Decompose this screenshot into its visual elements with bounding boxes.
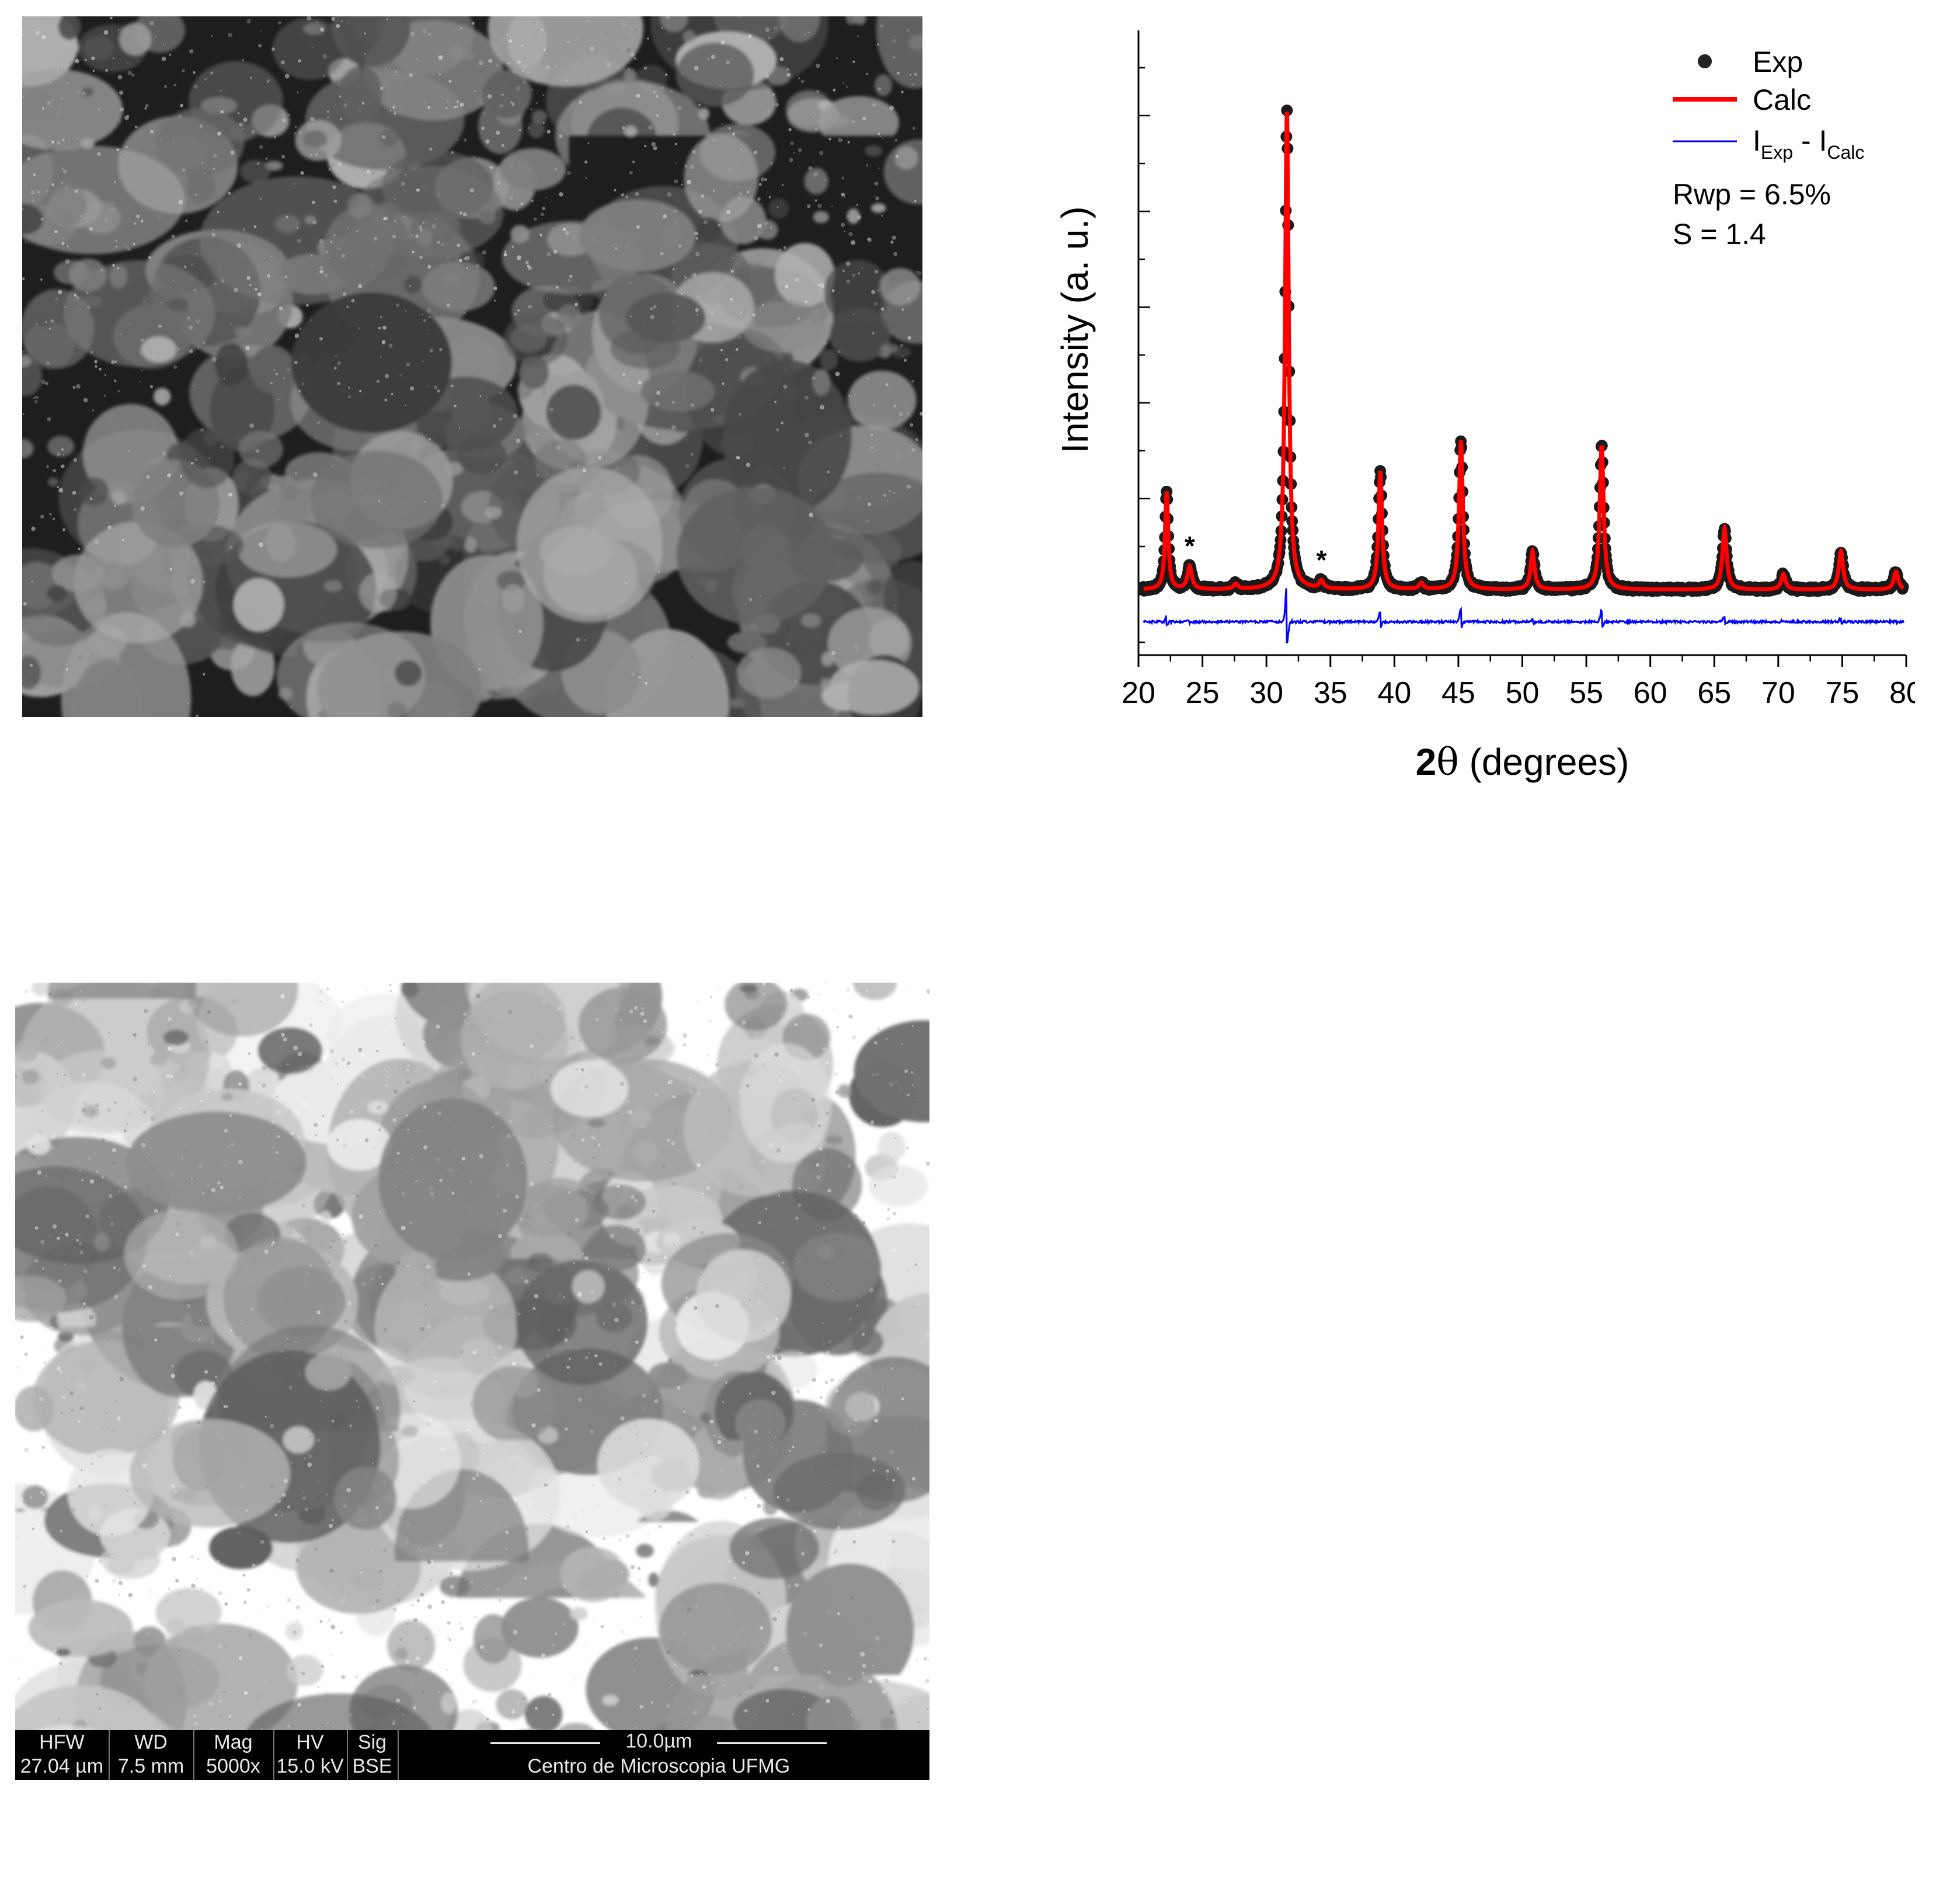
- sem-header-hv: HV: [276, 674, 349, 694]
- x-tick-label: 70: [1761, 676, 1795, 710]
- peak-label: Ba: [1555, 1433, 1597, 1470]
- x-tick-label: 45: [1441, 676, 1475, 710]
- sem-header-mag: Mag: [198, 674, 276, 694]
- x-tick-label: 2: [1277, 1671, 1294, 1705]
- impurity-marker: *: [1185, 531, 1195, 561]
- y-tick-label: 0: [1099, 1636, 1116, 1670]
- scale-bar-label: 10.0µm: [600, 1730, 717, 1753]
- sem-header-hv: HV: [273, 1731, 347, 1754]
- sem-value-mag: 5000x: [193, 1755, 273, 1778]
- x-tick-label: 10: [1892, 1671, 1926, 1705]
- legend-diff: IExp - ICalc: [1753, 124, 1864, 163]
- x-axis-label: 2θ (degrees): [1416, 741, 1629, 784]
- x-tick-label: 30: [1249, 676, 1283, 710]
- sem-image-a: HFW 27.04 µm WD 12.3 mm Mag 5000x HV 15.0 kV Sig…: [22, 16, 922, 717]
- legend-exp-marker: [1698, 54, 1712, 68]
- sem-texture-a: [22, 16, 922, 717]
- peak-label: Cd: [1352, 1487, 1395, 1524]
- y-tick-label: 8: [1099, 1065, 1116, 1099]
- sem-value-hfw: 27.04 µm: [22, 695, 114, 715]
- x-tick-label: 35: [1314, 676, 1347, 710]
- sem-texture-c: [15, 983, 929, 1780]
- sem-value-wd: 7.5 mm: [109, 1755, 194, 1778]
- sem-value-sig: BSE: [347, 1755, 397, 1778]
- x-tick-label: 6: [1589, 1671, 1606, 1705]
- y-tick-label: 2: [1099, 1494, 1116, 1527]
- x-tick-label: 75: [1825, 676, 1859, 710]
- y-tick-label: 4: [1099, 1350, 1116, 1384]
- x-tick-label: 0: [1121, 1671, 1138, 1705]
- peak-label: S: [1298, 1494, 1320, 1531]
- peak-label: Ti; Ba: [1522, 1071, 1613, 1108]
- x-tick-label: 20: [1122, 676, 1155, 710]
- sem-header-hfw: HFW: [15, 1731, 109, 1754]
- legend-rwp: Rwp = 6.5%: [1673, 178, 1831, 211]
- scale-bar-label: 10.0µm: [598, 673, 715, 692]
- sem-info-bar-c: HFW 27.04 µm WD 7.5 mm Mag 5000x HV 15.0 kV Sig B…: [15, 1730, 929, 1780]
- y-axis-label: (cps)1/2: [1020, 1313, 1065, 1431]
- sem-header-mag: Mag: [193, 1731, 273, 1754]
- x-tick-label: 80: [1889, 676, 1915, 710]
- x-tick-label: 4: [1433, 1671, 1450, 1705]
- peak-label: Zn: [1826, 1525, 1865, 1562]
- y-tick-label: 6: [1099, 1208, 1116, 1242]
- peak-label: O: [1157, 1480, 1183, 1517]
- legend-exp: Exp: [1753, 46, 1803, 78]
- x-tick-label: 65: [1697, 676, 1731, 710]
- sem-header-wd: WD: [114, 674, 197, 694]
- sem-image-c: HFW 27.04 µm WD 7.5 mm Mag 5000x HV 15.0 kV Sig B…: [15, 983, 929, 1780]
- peak-label: Ba: [1605, 1508, 1647, 1545]
- peak-label: Zn: [1188, 1523, 1228, 1560]
- legend: Exp Calc IExp - ICalc Rwp = 6.5% S = 1.4: [1673, 46, 1864, 250]
- x-tick-label: 50: [1506, 676, 1540, 710]
- legend-calc: Calc: [1753, 83, 1811, 116]
- sem-value-hv: 15.0 kV: [273, 1755, 347, 1778]
- x-tick-label: 55: [1569, 676, 1603, 710]
- lab-name: Centro de Microscopia UFMG: [467, 1755, 850, 1778]
- spectrum-fill: [1131, 1136, 1909, 1652]
- sem-header-hfw: HFW: [22, 674, 114, 694]
- x-axis-label: Energy (keV): [1410, 1729, 1628, 1771]
- x-tick-label: 8: [1744, 1671, 1761, 1705]
- x-tick-label: 60: [1634, 676, 1667, 710]
- sem-header-wd: WD: [109, 1731, 194, 1754]
- sem-header-sig: Sig: [349, 674, 399, 694]
- x-tick-label: 25: [1186, 676, 1220, 710]
- sem-value-wd: 12.3 mm: [114, 695, 197, 715]
- sem-value-mag: 5000x: [198, 695, 276, 715]
- eds-chart: 0 2 4 6 8 1002468Energy (keV)(cps)1/2OZnS CdTi…: [1016, 1045, 1927, 1775]
- caption-c: (C): [385, 1849, 560, 1890]
- y-axis-label: Intensity (a. u.): [1054, 206, 1096, 453]
- caption-a: (A): [385, 871, 560, 913]
- sem-header-sig: Sig: [347, 1731, 397, 1754]
- sem-value-hfw: 27.04 µm: [15, 1755, 109, 1778]
- x-tick-label: 40: [1377, 676, 1411, 710]
- impurity-marker: *: [1316, 545, 1326, 575]
- legend-s: S = 1.4: [1673, 218, 1766, 250]
- sem-value-hv: 15.0 kV: [276, 695, 349, 715]
- peak-label: Ti; Ba: [1547, 1303, 1637, 1339]
- lab-name: Centro de Microscopia UFMG: [467, 695, 845, 715]
- sem-info-bar-a: HFW 27.04 µm WD 12.3 mm Mag 5000x HV 15.0 kV Sig…: [22, 673, 922, 717]
- caption-d: (D): [1416, 1849, 1591, 1890]
- xrd-chart: 20 25 30 35 40 45 50 55 60 65 70 75 80 2θ (degrees) In…: [1028, 12, 1915, 806]
- sem-value-sig: SE: [349, 695, 399, 715]
- series-diff: [1144, 589, 1904, 643]
- caption-b: (B): [1416, 871, 1591, 913]
